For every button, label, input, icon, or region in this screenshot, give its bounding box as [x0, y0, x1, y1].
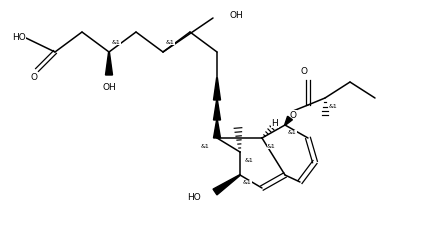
- Text: H: H: [272, 118, 278, 128]
- Text: &1: &1: [267, 143, 276, 148]
- Text: OH: OH: [229, 12, 243, 20]
- Text: O: O: [301, 67, 308, 76]
- Polygon shape: [213, 175, 240, 195]
- Polygon shape: [105, 52, 112, 75]
- Text: HO: HO: [12, 34, 26, 42]
- Text: OH: OH: [102, 84, 116, 92]
- Polygon shape: [214, 78, 221, 100]
- Text: &1: &1: [112, 39, 121, 44]
- Text: &1: &1: [201, 143, 209, 148]
- Text: &1: &1: [243, 180, 252, 185]
- Text: &1: &1: [166, 39, 175, 44]
- Text: O: O: [289, 111, 296, 119]
- Text: &1: &1: [329, 104, 338, 109]
- Polygon shape: [214, 100, 221, 120]
- Polygon shape: [284, 116, 292, 125]
- Polygon shape: [214, 120, 221, 138]
- Text: HO: HO: [187, 192, 201, 202]
- Text: &1: &1: [288, 131, 297, 136]
- Text: &1: &1: [245, 158, 254, 163]
- Text: O: O: [31, 74, 38, 82]
